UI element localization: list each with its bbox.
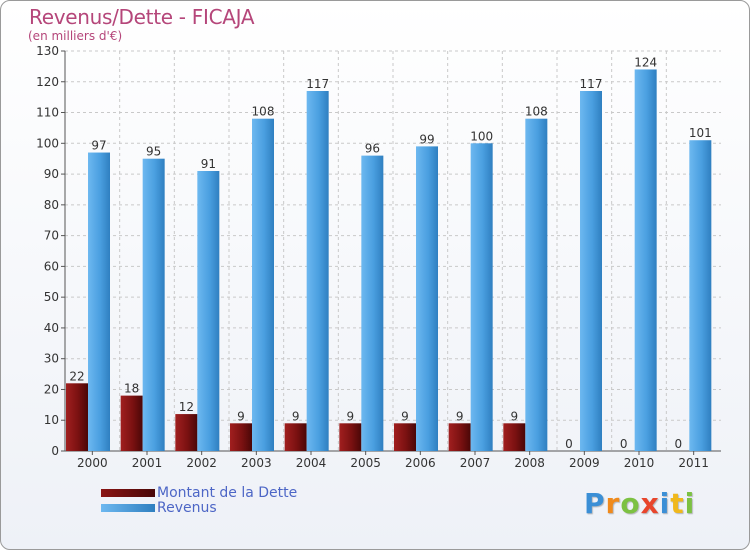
data-label-revenus: 96 — [365, 142, 380, 156]
legend-label-dette: Montant de la Dette — [157, 485, 298, 501]
x-tick-label: 2004 — [296, 456, 327, 470]
x-tick-label: 2009 — [569, 456, 600, 470]
bar-dette — [503, 423, 526, 451]
data-label-dette: 22 — [69, 369, 84, 383]
x-tick-label: 2001 — [132, 456, 163, 470]
logo-letter: P — [584, 487, 606, 520]
data-label-revenus: 101 — [689, 126, 712, 140]
logo-letter: i — [659, 487, 671, 520]
y-tick-label: 30 — [44, 352, 59, 366]
data-label-revenus: 117 — [580, 77, 603, 91]
data-label-revenus: 100 — [470, 129, 493, 143]
x-tick-label: 2002 — [186, 456, 217, 470]
legend-item-revenus: Revenus — [101, 500, 361, 518]
y-tick-label: 20 — [44, 382, 59, 396]
bar-revenus — [88, 152, 110, 452]
data-label-dette: 9 — [237, 409, 245, 423]
data-label-dette: 18 — [124, 382, 139, 396]
x-tick-label: 2000 — [77, 456, 108, 470]
bar-dette — [120, 395, 143, 451]
data-labels: 2297189512919108911799699991009108011701… — [69, 55, 711, 451]
legend-item-dette: Montant de la Dette — [101, 485, 361, 503]
bar-revenus — [580, 91, 602, 451]
data-label-revenus: 95 — [146, 145, 161, 159]
x-tick-label: 2011 — [678, 456, 709, 470]
y-tick-label: 130 — [36, 44, 59, 58]
bar-dette — [448, 423, 471, 451]
bar-dette — [66, 383, 88, 451]
bar-revenus — [142, 158, 165, 451]
bar-revenus — [634, 69, 657, 451]
data-label-revenus: 97 — [91, 139, 106, 153]
proxiti-logo: Proxiti — [584, 487, 695, 520]
y-tick-label: 110 — [36, 106, 59, 120]
logo-letter: x — [640, 487, 660, 520]
data-label-dette: 0 — [565, 437, 573, 451]
x-tick-label: 2005 — [350, 456, 381, 470]
x-tick-label: 2006 — [405, 456, 436, 470]
data-label-dette: 9 — [456, 409, 464, 423]
data-label-dette: 9 — [292, 409, 300, 423]
bar-dette — [284, 423, 307, 451]
bars — [66, 69, 712, 452]
chart-subtitle: (en milliers d'€) — [28, 29, 123, 43]
bar-revenus — [306, 91, 329, 451]
x-tick-label: 2007 — [460, 456, 491, 470]
legend-swatch-revenus — [101, 504, 155, 512]
y-tick-label: 70 — [44, 229, 59, 243]
y-tick-label: 100 — [36, 136, 59, 150]
grid-lines — [65, 50, 721, 451]
bar-revenus — [361, 155, 384, 451]
data-label-dette: 12 — [179, 400, 194, 414]
x-tick-label: 2008 — [514, 456, 545, 470]
x-tick-label: 2010 — [624, 456, 655, 470]
logo-letter: o — [620, 487, 641, 520]
y-tick-label: 80 — [44, 198, 59, 212]
y-tick-label: 90 — [44, 167, 59, 181]
logo-letter: r — [605, 487, 621, 520]
logo-letter: t — [670, 487, 685, 520]
bar-revenus — [197, 171, 220, 451]
bar-dette — [394, 423, 416, 451]
data-label-revenus: 91 — [201, 157, 216, 171]
data-label-dette: 9 — [401, 409, 409, 423]
y-tick-label: 120 — [36, 75, 59, 89]
y-tick-label: 10 — [44, 413, 59, 427]
data-label-revenus: 99 — [419, 132, 434, 146]
bar-revenus — [470, 143, 493, 452]
data-label-revenus: 108 — [525, 105, 548, 119]
bar-revenus — [416, 146, 438, 451]
bar-revenus — [525, 118, 548, 451]
bar-revenus — [252, 118, 274, 451]
chart-title: Revenus/Dette - FICAJA — [29, 5, 255, 29]
data-label-revenus: 117 — [306, 77, 329, 91]
bar-dette — [230, 423, 252, 451]
y-tick-label: 0 — [51, 444, 59, 458]
data-label-dette: 9 — [347, 409, 355, 423]
x-tick-label: 2003 — [241, 456, 272, 470]
bar-dette — [175, 414, 198, 451]
logo-letter: i — [684, 487, 696, 520]
data-label-dette: 0 — [620, 437, 628, 451]
data-label-dette: 9 — [511, 409, 519, 423]
y-tick-label: 40 — [44, 321, 59, 335]
data-label-dette: 0 — [675, 437, 683, 451]
legend-label-revenus: Revenus — [157, 500, 217, 516]
data-label-revenus: 108 — [252, 105, 275, 119]
legend-swatch-dette — [101, 489, 155, 497]
bar-dette — [339, 423, 362, 451]
bar-revenus — [689, 140, 712, 451]
y-tick-label: 60 — [44, 259, 59, 273]
y-tick-label: 50 — [44, 290, 59, 304]
data-label-revenus: 124 — [634, 55, 657, 69]
